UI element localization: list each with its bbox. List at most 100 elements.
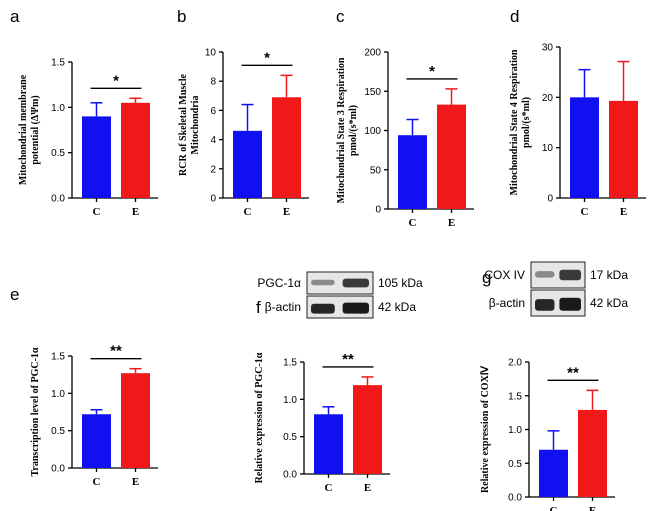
blot-band [342,302,369,314]
panel-letter: f [256,298,261,317]
significance-marker: ** [342,351,354,368]
y-tick-label: 10 [542,143,554,154]
y-tick-label: 1.5 [283,358,297,369]
y-axis-label-line: Mitochondrial membrane [18,74,29,185]
y-axis-label-line: potential (ΔΨm) [30,95,41,164]
y-axis-label: Mitochondrial State 3 Respirationpmol/(s… [336,57,359,203]
y-tick-label: 0.5 [283,432,297,443]
x-tick-label: C [325,482,333,494]
bar-c [570,97,599,198]
y-tick-label: 0.0 [51,464,65,475]
y-axis-label: Mitochondrial State 4 Respirationpmol/(s… [509,49,532,195]
blot-protein-label: β-actin [265,300,301,314]
bar-e [609,100,638,198]
bar-e [437,104,466,209]
bar-e [272,97,301,198]
chart-panel-g: g 0.0 0.5 1.0 1.5 2.0 C E ** Relative expression … [480,268,615,511]
blot-size-label: 42 kDa [590,296,628,310]
significance-marker: ** [567,364,579,381]
chart-panel-e: e 0.0 0.5 1.0 1.5 C E ** Transcription level of … [10,285,158,488]
chart-panel-f: f 0.0 0.5 1.0 1.5 C E ** Relative expression of … [254,298,390,494]
bar-c [398,135,427,209]
y-tick-label: 1.5 [51,58,65,69]
x-tick-label: E [589,505,596,511]
bar-c [82,414,111,468]
bar-e [121,102,150,198]
y-tick-label: 1.5 [508,391,522,402]
panel-letter: d [510,7,519,26]
y-tick-label: 6 [210,106,216,117]
bar-e [353,385,382,474]
y-tick-label: 0 [375,205,381,216]
x-tick-label: E [364,482,371,494]
chart-panel-b: b 0 2 4 6 8 10 C E * RCR of Skeletal MuscleMitocho… [177,7,309,218]
blot-band [535,271,555,278]
y-tick-label: 1.5 [51,352,65,363]
panel-letter: a [10,7,20,26]
y-tick-label: 50 [370,165,382,176]
y-axis-label: Relative expression of PGC-1α [254,352,265,483]
y-tick-label: 30 [542,43,554,54]
x-tick-label: C [550,505,558,511]
y-tick-label: 0.5 [508,459,522,470]
y-tick-label: 2.0 [508,358,522,369]
chart-panel-a: a 0.0 0.5 1.0 1.5 C E * Mitochondrial membranepo… [10,7,158,218]
panel-letter: g [482,268,491,287]
y-tick-label: 10 [205,48,217,59]
blot-strip [306,271,374,295]
significance-marker: * [429,63,435,80]
bar-e [578,409,607,497]
y-tick-label: 0.0 [51,194,65,205]
bar-c [314,414,343,474]
western-blot-f: PGC-1α 105 kDa β-actin 42 kDa [257,271,423,319]
x-tick-label: C [93,206,101,218]
y-tick-label: 0.5 [51,148,65,159]
bar-c [539,449,568,497]
x-tick-label: C [93,476,101,488]
blot-size-label: 105 kDa [378,276,423,290]
blot-band [311,279,335,286]
blot-size-label: 42 kDa [378,300,416,314]
y-axis-label: Transcription level of PGC-1α [30,347,41,476]
y-axis-label-line: Mitochondria [190,96,201,155]
y-tick-label: 0.0 [508,493,522,504]
x-tick-label: E [448,217,455,229]
significance-marker: * [264,49,270,66]
panel-letter: e [10,285,19,304]
y-tick-label: 1.0 [51,389,65,400]
y-tick-label: 150 [364,87,381,98]
x-tick-label: E [132,206,139,218]
x-tick-label: E [283,206,290,218]
y-tick-label: 0.0 [283,470,297,481]
y-tick-label: 4 [210,135,216,146]
blot-band [559,297,581,311]
chart-panel-d: d 0 10 20 30 C E Mitochondrial State 4 Respirat… [509,7,646,218]
blot-band [342,278,369,288]
significance-marker: ** [110,343,122,360]
panel-letter: c [336,7,345,26]
y-tick-label: 1.0 [508,425,522,436]
x-tick-label: E [620,206,627,218]
y-axis-label-line: Mitochondrial State 3 Respiration [336,57,347,203]
y-axis-label-line: RCR of Skeletal Muscle [178,73,189,175]
blot-size-label: 17 kDa [590,268,628,282]
y-tick-label: 1.0 [51,103,65,114]
y-axis-label-line: Mitochondrial State 4 Respiration [509,49,520,195]
y-axis-label: Mitochondrial membranepotential (ΔΨm) [18,74,41,185]
y-axis-label-line: pmol/(s*ml) [521,97,532,148]
y-tick-label: 200 [364,48,381,59]
y-tick-label: 0 [547,194,553,205]
y-tick-label: 8 [210,77,216,88]
y-tick-label: 2 [210,164,216,175]
blot-band [559,269,581,281]
y-tick-label: 0 [210,194,216,205]
significance-marker: * [113,72,119,89]
blot-band [311,303,335,314]
x-tick-label: C [581,206,589,218]
y-axis-label-line: pmol/(s*ml) [348,105,359,156]
chart-panel-c: c 0 50 100 150 200 C E * Mitochondrial State 3 Re… [336,7,474,229]
blot-protein-label: COX IV [484,268,525,282]
x-tick-label: C [244,206,252,218]
bar-c [233,130,262,198]
